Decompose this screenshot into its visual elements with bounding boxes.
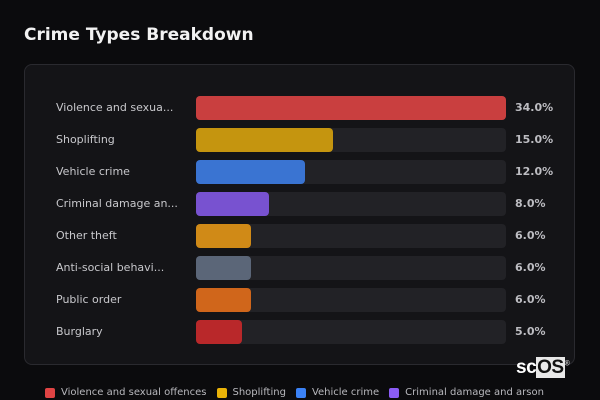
value-label: 12.0% [515,165,554,178]
legend-swatch [216,387,227,398]
bar[interactable] [196,96,506,120]
bar-row: Anti-social behavi... 6.0% [25,256,574,280]
bar-track [196,320,506,344]
value-label: 5.0% [515,325,546,338]
legend-label: Shoplifting [232,387,286,398]
chart-title: Crime Types Breakdown [24,25,254,45]
value-label: 34.0% [515,101,554,114]
bar-track [196,192,506,216]
bar-track [196,288,506,312]
category-label: Vehicle crime [56,165,130,178]
category-label: Other theft [56,229,117,242]
legend-swatch [45,387,55,398]
bar-row: Public order 6.0% [25,288,574,312]
category-label: Shoplifting [56,133,115,146]
value-label: 6.0% [515,293,546,306]
bar[interactable] [196,320,242,344]
legend-label: Violence and sexual offences [61,387,207,398]
bar-track [196,160,506,184]
legend-label: Vehicle crime [311,387,380,398]
legend-item[interactable]: Violence and sexual offences [45,387,207,398]
bar-track [196,128,506,152]
bar-track [196,256,506,280]
category-label: Anti-social behavi... [56,261,165,274]
value-label: 6.0% [515,229,546,242]
value-label: 6.0% [515,261,546,274]
bar[interactable] [196,224,251,248]
bar[interactable] [196,256,251,280]
legend-label: Criminal damage and arson [405,387,544,398]
logo-registered-mark: ® [564,360,570,368]
bar-track [196,224,506,248]
bar-row: Criminal damage an... 8.0% [25,192,574,216]
chart-card: Violence and sexua... 34.0% Shoplifting 1… [24,64,575,365]
scos-logo: scOS® [516,357,570,379]
bar-row: Other theft 6.0% [25,224,574,248]
logo-text: sc [516,357,537,378]
bar[interactable] [196,288,251,312]
bar[interactable] [196,160,306,184]
bar-row: Shoplifting 15.0% [25,128,574,152]
bar-row: Violence and sexua... 34.0% [25,96,574,120]
value-label: 8.0% [515,197,546,210]
category-label: Burglary [56,325,103,338]
legend-swatch [389,387,400,398]
legend-item[interactable]: Criminal damage and arson [389,387,544,398]
bar-track [196,96,506,120]
category-label: Criminal damage an... [56,197,178,210]
value-label: 15.0% [515,133,554,146]
legend-item[interactable]: Shoplifting [216,387,286,398]
bar[interactable] [196,128,333,152]
legend-item[interactable]: Vehicle crime [295,387,380,398]
category-label: Public order [56,293,122,306]
legend: Violence and sexual offences Shoplifting V… [45,387,544,398]
bar-row: Vehicle crime 12.0% [25,160,574,184]
bar[interactable] [196,192,269,216]
logo-text-os: OS [536,357,565,378]
legend-swatch [295,387,306,398]
category-label: Violence and sexua... [56,101,174,114]
bar-row: Burglary 5.0% [25,320,574,344]
